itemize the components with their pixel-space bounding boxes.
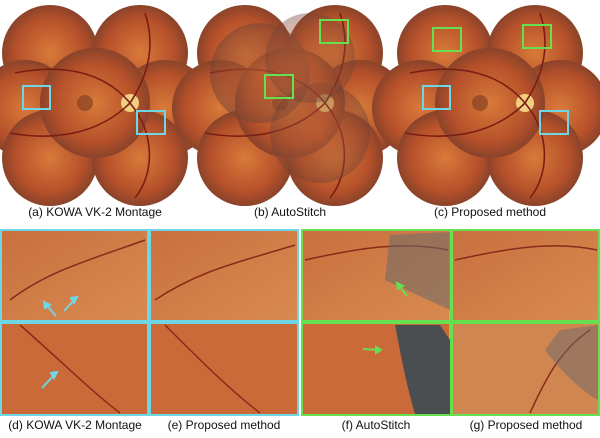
zoom-panels xyxy=(0,229,600,416)
seam-shadow xyxy=(395,325,450,414)
seam-shadow xyxy=(385,232,450,310)
caption: (a) KOWA VK-2 Montage xyxy=(28,205,162,219)
arrows xyxy=(41,281,408,389)
caption: (c) Proposed method xyxy=(434,205,546,219)
fundus-montage-c xyxy=(371,4,600,207)
seam-shadow xyxy=(545,325,598,400)
caption: (g) Proposed method xyxy=(470,418,583,432)
region-boxes xyxy=(22,19,569,135)
fundus-montage-b xyxy=(171,4,409,207)
caption: (b) AutoStitch xyxy=(254,205,326,219)
caption: (d) KOWA VK-2 Montage xyxy=(8,418,142,432)
caption: (f) AutoStitch xyxy=(342,418,411,432)
caption: (e) Proposed method xyxy=(168,418,281,432)
